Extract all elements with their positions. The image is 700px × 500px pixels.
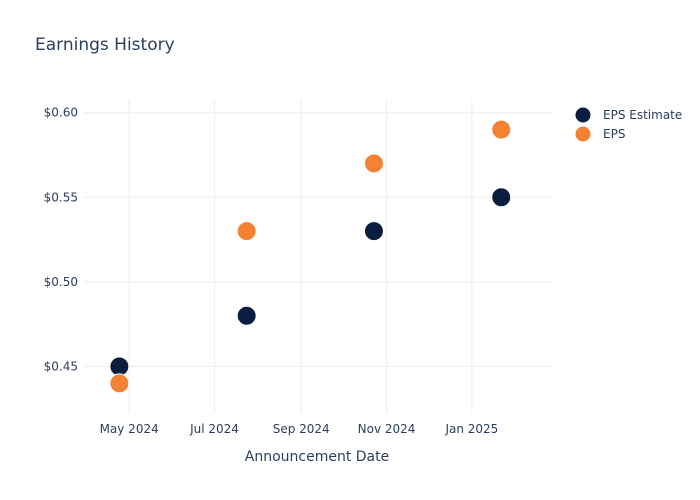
y-gridlines bbox=[83, 112, 553, 367]
legend-item[interactable]: EPS bbox=[575, 126, 626, 142]
series-eps bbox=[109, 119, 512, 394]
chart-title: Earnings History bbox=[35, 35, 175, 55]
x-tick-label: Jul 2024 bbox=[189, 422, 239, 436]
data-point[interactable] bbox=[363, 221, 384, 242]
x-gridlines bbox=[128, 100, 473, 413]
legend-marker bbox=[575, 107, 591, 123]
x-tick-labels: May 2024 Jul 2024 Sep 2024 Nov 2024 Jan 2025 bbox=[100, 422, 499, 436]
x-tick-label: Jan 2025 bbox=[444, 422, 498, 436]
y-tick-label: $0.45 bbox=[44, 359, 78, 373]
y-tick-label: $0.55 bbox=[44, 190, 78, 204]
data-point[interactable] bbox=[236, 221, 257, 242]
data-point[interactable] bbox=[109, 373, 130, 394]
data-point[interactable] bbox=[491, 187, 512, 208]
series-eps-estimate bbox=[109, 187, 512, 377]
data-point[interactable] bbox=[363, 153, 384, 174]
legend-label: EPS bbox=[603, 127, 625, 141]
y-tick-label: $0.60 bbox=[44, 106, 78, 120]
data-point[interactable] bbox=[236, 305, 257, 326]
legend-item[interactable]: EPS Estimate bbox=[575, 107, 683, 123]
legend: EPS Estimate EPS bbox=[575, 107, 683, 142]
x-axis-title: Announcement Date bbox=[245, 449, 389, 465]
x-tick-label: Sep 2024 bbox=[273, 422, 330, 436]
legend-marker bbox=[575, 126, 591, 142]
data-points bbox=[109, 119, 512, 394]
x-tick-label: May 2024 bbox=[100, 422, 159, 436]
x-tick-label: Nov 2024 bbox=[358, 422, 416, 436]
y-tick-label: $0.50 bbox=[44, 275, 78, 289]
y-tick-labels: $0.45 $0.50 $0.55 $0.60 bbox=[44, 106, 78, 374]
data-point[interactable] bbox=[491, 119, 512, 140]
legend-label: EPS Estimate bbox=[603, 108, 682, 122]
data-point[interactable] bbox=[109, 356, 130, 377]
